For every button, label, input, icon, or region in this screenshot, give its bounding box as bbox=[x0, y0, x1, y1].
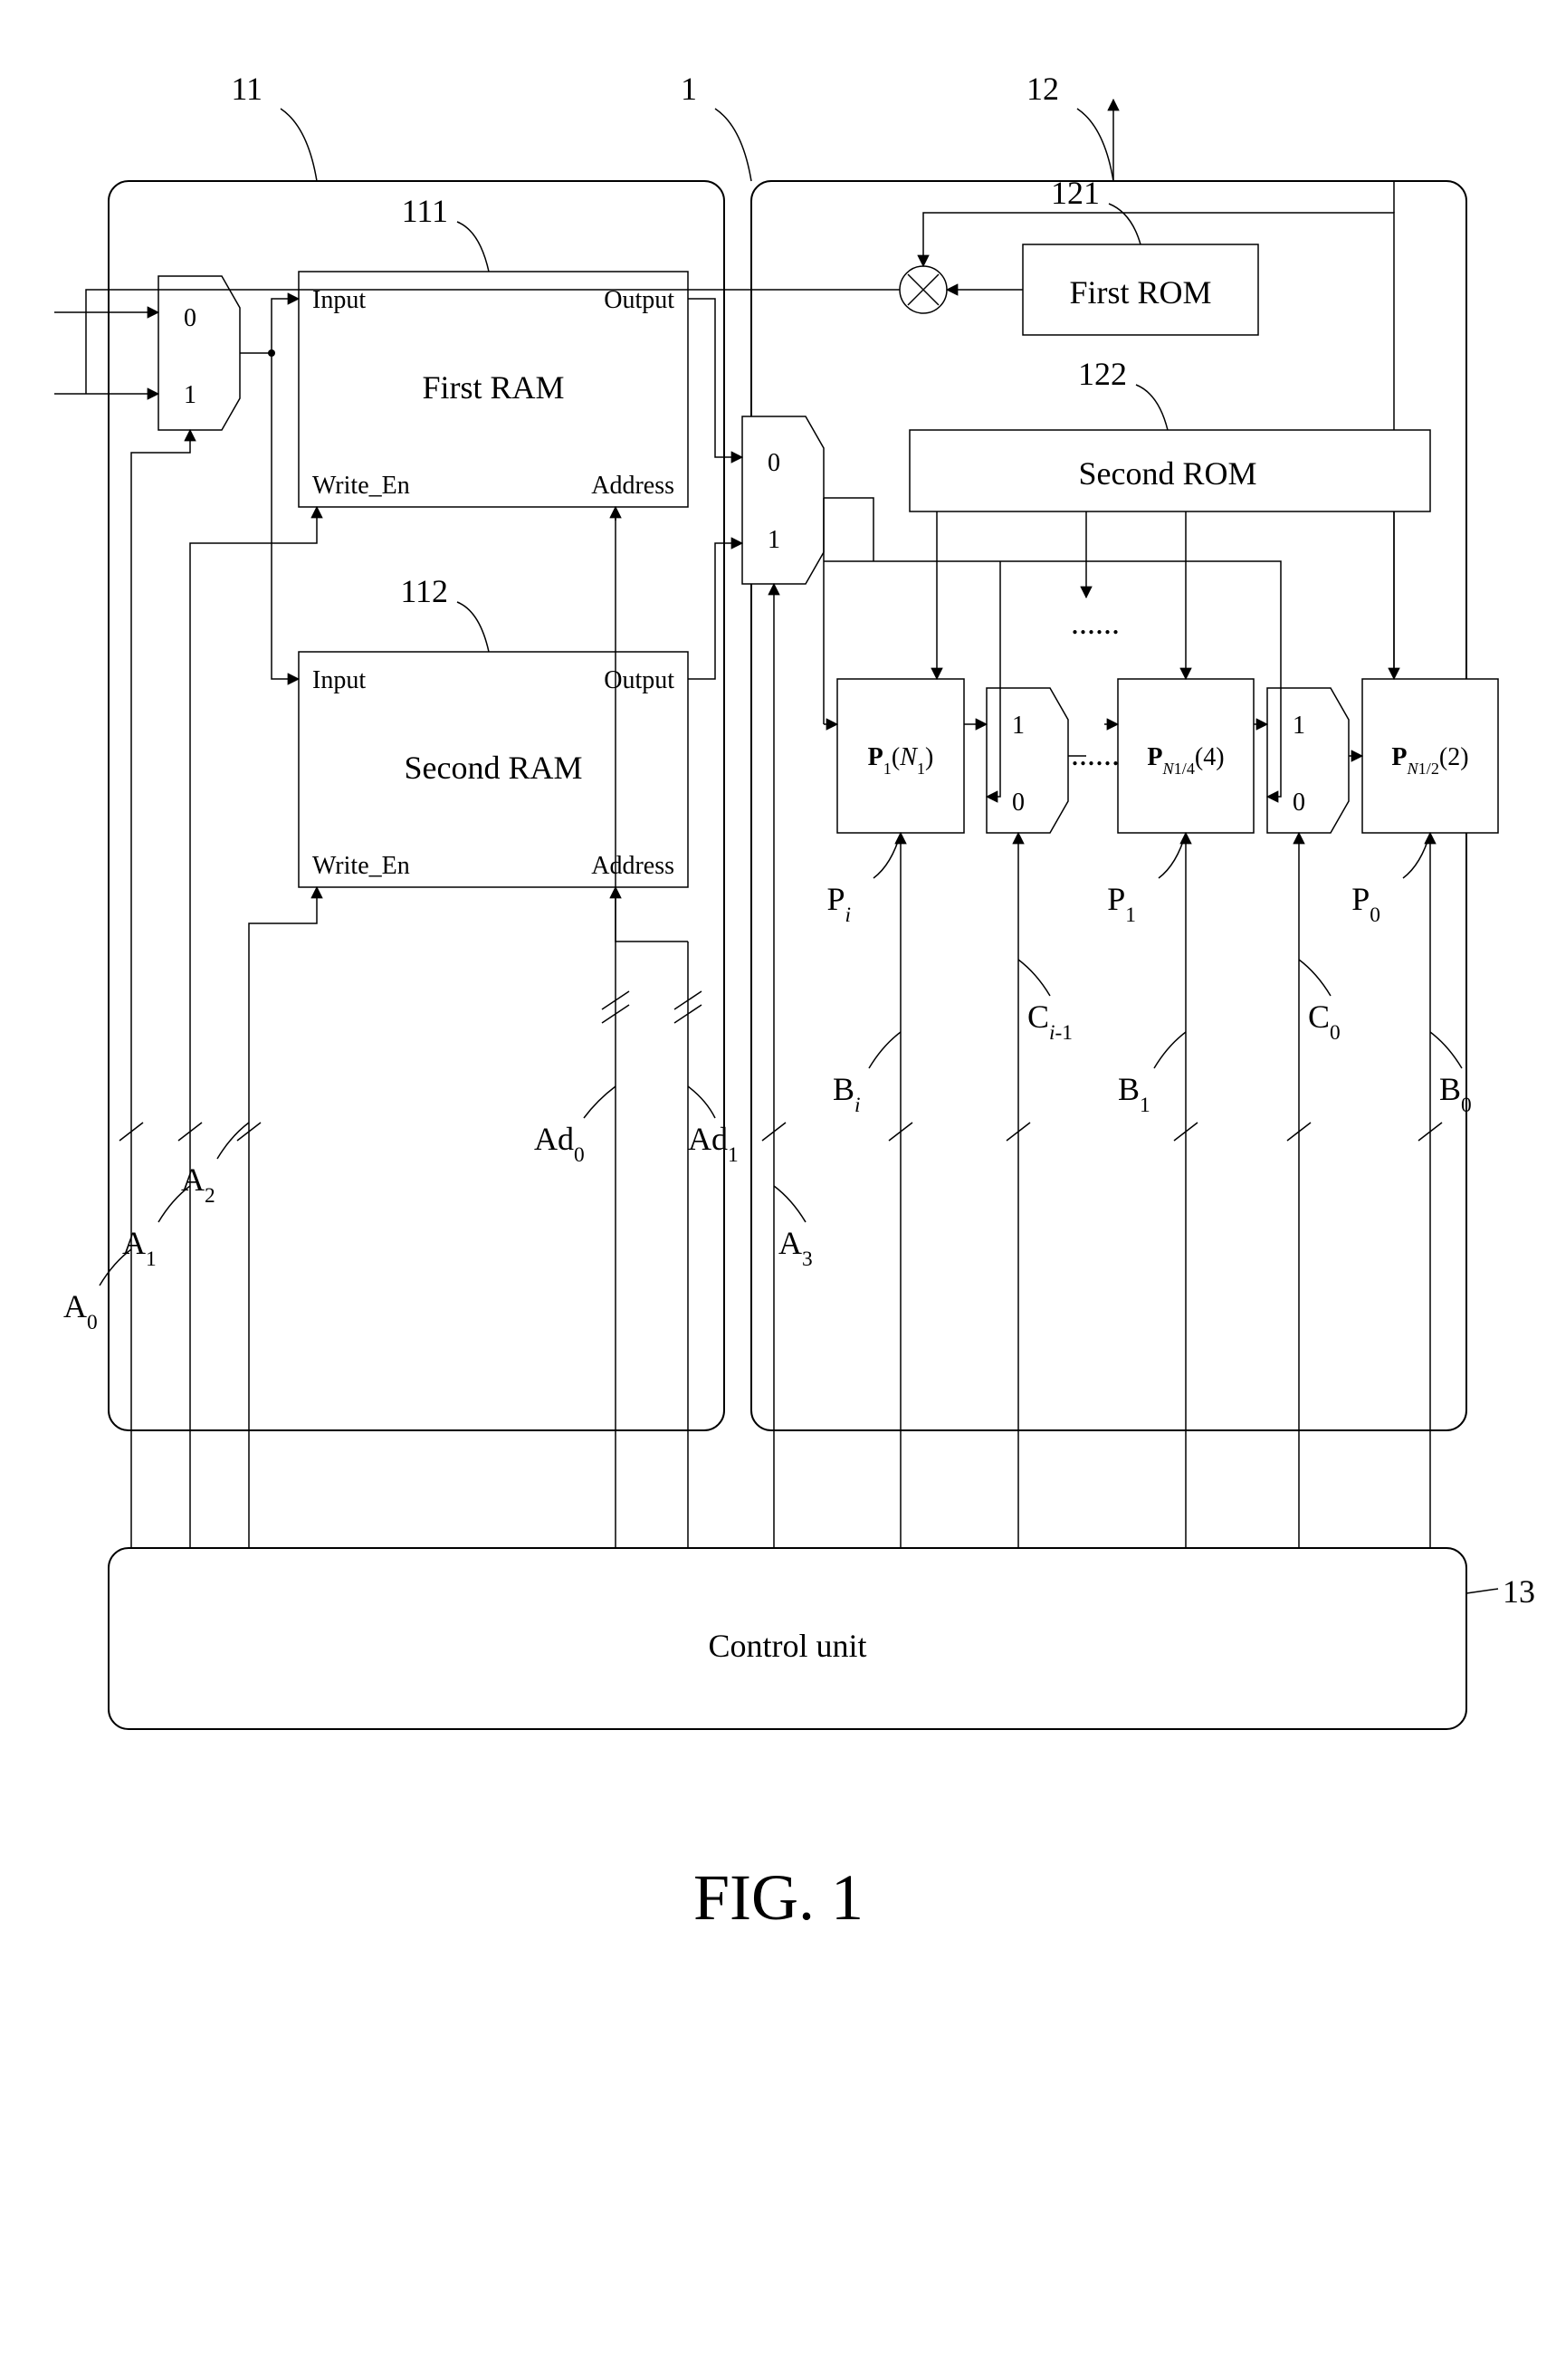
rom1-title: First ROM bbox=[1069, 274, 1211, 311]
proc-P0 bbox=[1362, 679, 1498, 833]
wire-A1 bbox=[190, 507, 317, 1548]
ram2-port-input: Input bbox=[312, 666, 366, 694]
ram1-port-addr: Address bbox=[591, 472, 674, 500]
sig-C0: C0 bbox=[1308, 999, 1341, 1045]
sig-A0: A0 bbox=[63, 1288, 98, 1334]
ref-11: 11 bbox=[231, 71, 263, 107]
node1 bbox=[268, 349, 275, 357]
leader-12 bbox=[1077, 109, 1113, 181]
rom2-title: Second ROM bbox=[1079, 455, 1257, 492]
sig-Ad1: Ad1 bbox=[688, 1121, 739, 1167]
dots-upper: ...... bbox=[1071, 605, 1120, 641]
proc-P1-label: P1 bbox=[1107, 881, 1136, 927]
leader-11 bbox=[281, 109, 317, 181]
sig-A3: A3 bbox=[778, 1225, 813, 1271]
leader-13 bbox=[1466, 1589, 1498, 1593]
ref-12: 12 bbox=[1026, 71, 1059, 107]
ram2-port-addr: Address bbox=[591, 852, 674, 880]
ref-1: 1 bbox=[681, 71, 697, 107]
svg-text:1: 1 bbox=[184, 381, 196, 409]
svg-text:0: 0 bbox=[768, 449, 780, 477]
sig-Bi: Bi bbox=[833, 1071, 861, 1117]
ram2-title: Second RAM bbox=[405, 750, 583, 786]
ref-111: 111 bbox=[402, 193, 448, 229]
ram1-title: First RAM bbox=[422, 369, 564, 406]
wire-A2 bbox=[249, 887, 317, 1548]
proc-P0-label: P0 bbox=[1351, 881, 1380, 927]
dots-lower: ...... bbox=[1071, 736, 1120, 772]
svg-text:0: 0 bbox=[1012, 789, 1025, 817]
ram2-port-output: Output bbox=[604, 666, 674, 694]
svg-text:1: 1 bbox=[1293, 712, 1305, 740]
wire-Ad1-to-ram2addr bbox=[616, 887, 688, 941]
ram1-port-we: Write_En bbox=[312, 472, 410, 500]
control-unit-label: Control unit bbox=[708, 1628, 866, 1664]
sig-A2: A2 bbox=[181, 1161, 215, 1208]
wire-ram2-out bbox=[688, 543, 742, 679]
figure-label: FIG. 1 bbox=[693, 1861, 864, 1934]
sig-B1: B1 bbox=[1118, 1071, 1150, 1117]
leader-111 bbox=[457, 222, 489, 272]
proc-P1 bbox=[1118, 679, 1254, 833]
wire-ram1-out bbox=[688, 299, 742, 457]
svg-text:1: 1 bbox=[768, 526, 780, 554]
sig-A1: A1 bbox=[122, 1225, 157, 1271]
mux-Ci1: 1 0 bbox=[987, 688, 1068, 833]
svg-text:0: 0 bbox=[1293, 789, 1305, 817]
sig-Ad0: Ad0 bbox=[534, 1121, 585, 1167]
wire-out-mux-to-Pi-path bbox=[824, 498, 873, 561]
mux-ram-out: 0 1 bbox=[742, 416, 824, 584]
wire-bus-横 bbox=[824, 561, 1281, 634]
ram2-port-we: Write_En bbox=[312, 852, 410, 880]
multiplier bbox=[900, 266, 947, 313]
ref-121: 121 bbox=[1051, 175, 1100, 211]
ref-13: 13 bbox=[1503, 1573, 1535, 1610]
svg-text:0: 0 bbox=[184, 304, 196, 332]
ref-112: 112 bbox=[400, 573, 448, 609]
wire-mux-to-ram2-in bbox=[272, 353, 299, 679]
leader-1 bbox=[715, 109, 751, 181]
wire-A0 bbox=[131, 430, 190, 1548]
wire-mux-to-ram1-in bbox=[240, 299, 299, 353]
mux-input: 0 1 bbox=[158, 276, 240, 430]
ref-122: 122 bbox=[1078, 356, 1127, 392]
mux-C0: 1 0 bbox=[1267, 688, 1349, 833]
sig-Ci1: Ci-1 bbox=[1027, 999, 1073, 1045]
leader-112 bbox=[457, 602, 489, 652]
svg-text:1: 1 bbox=[1012, 712, 1025, 740]
proc-Pi-label: Pi bbox=[826, 881, 851, 927]
